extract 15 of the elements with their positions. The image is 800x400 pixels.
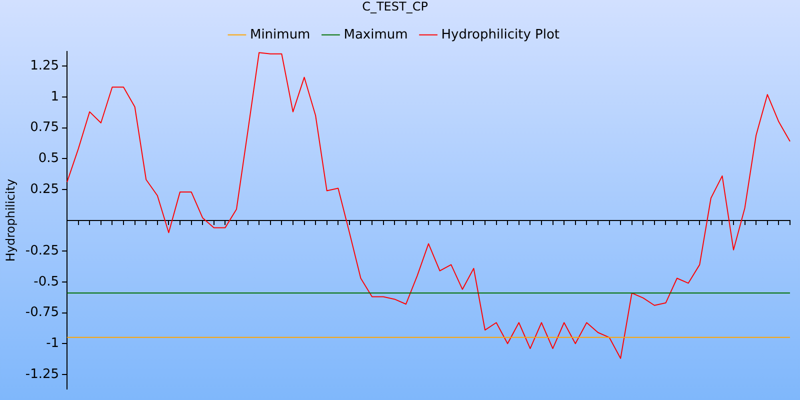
y-tick-label: -0.5 — [34, 274, 60, 290]
legend-label: Hydrophilicity Plot — [441, 27, 560, 42]
y-tick-label: 0.5 — [38, 151, 60, 166]
y-tick-label: 1.25 — [30, 58, 60, 74]
y-tick-label: -1 — [46, 336, 60, 351]
y-tick-label: 0.75 — [30, 120, 60, 136]
y-tick-label: -1.25 — [25, 366, 60, 382]
chart-title: C_TEST_CP — [362, 0, 428, 14]
y-tick-label: 1 — [50, 89, 60, 104]
y-tick-label: -0.25 — [25, 243, 60, 258]
y-tick-label: -0.75 — [25, 305, 60, 320]
legend-label: Minimum — [250, 27, 310, 42]
legend-label: Maximum — [344, 27, 408, 42]
y-tick-label: 0.25 — [30, 182, 60, 197]
y-axis-title: Hydrophilicity — [3, 178, 18, 262]
